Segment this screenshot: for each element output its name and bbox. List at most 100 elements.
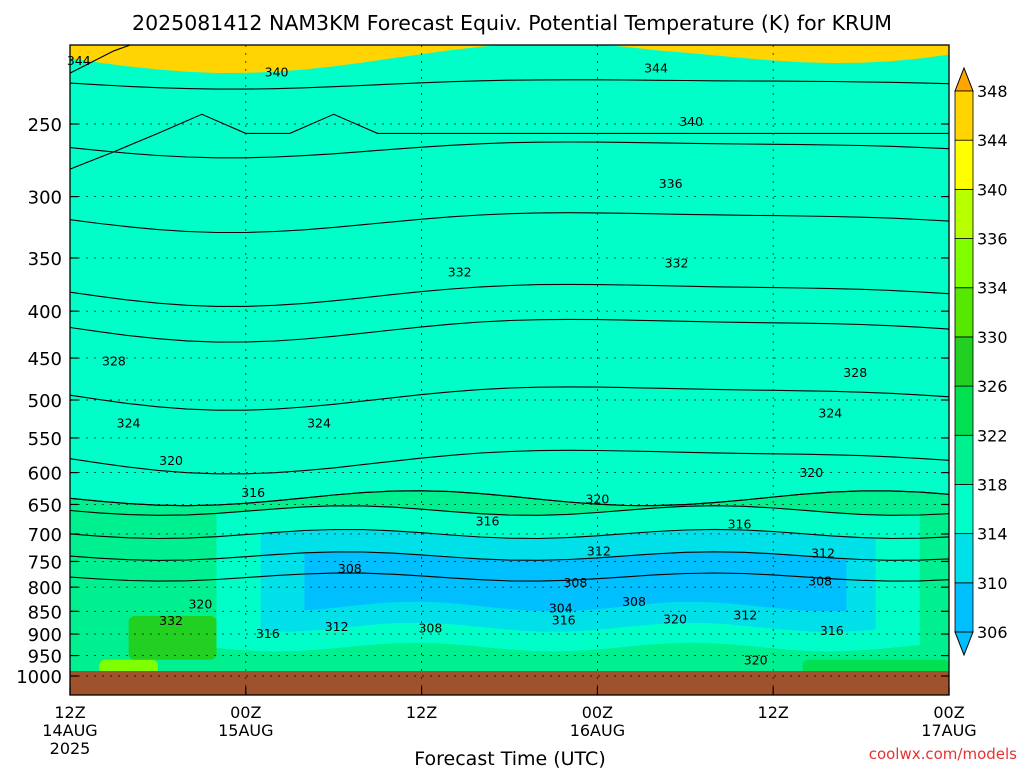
colorbar-label: 322: [977, 426, 1008, 445]
colorbar-label: 330: [977, 328, 1008, 347]
contour-line: [70, 318, 949, 343]
x-tick-label: 12Z: [54, 703, 85, 722]
colorbar-label: 318: [977, 475, 1008, 494]
contour-label: 308: [563, 575, 587, 590]
contour-line: [70, 551, 949, 561]
contour-line: [70, 212, 949, 234]
contour-label: 324: [818, 406, 842, 421]
x-tick-label: 00Z: [582, 703, 613, 722]
colorbar-swatch: [954, 238, 974, 289]
contour-label: 312: [587, 544, 611, 559]
x-tick-label: 00Z: [230, 703, 261, 722]
equivalent-potential-temperature-field: [70, 45, 949, 695]
y-tick-label: 550: [28, 429, 62, 450]
contour-line: [70, 283, 949, 307]
contour-labels: 344 340 344 340 336 332 332 328 328 324 324 324 320 3…: [67, 53, 867, 668]
y-tick-label: 250: [28, 115, 62, 136]
x-tick-year: 2025: [50, 739, 91, 758]
colorbar-swatch: [954, 385, 974, 436]
colorbar-label: 326: [977, 377, 1008, 396]
contour-line: [70, 113, 949, 170]
pressure-axis: 2503003504004505005506006507007508008509…: [16, 115, 949, 688]
contour-lines: [70, 45, 949, 582]
contour-label: 320: [663, 612, 687, 627]
contour-label: 320: [744, 653, 768, 668]
contour-label: 324: [117, 415, 141, 430]
x-tick-date: 17AUG: [921, 721, 976, 740]
y-tick-label: 350: [28, 249, 62, 270]
field-core-306: [348, 573, 803, 590]
contour-label: 328: [843, 365, 867, 380]
y-tick-label: 900: [28, 625, 62, 646]
contour-label: 344: [67, 53, 91, 68]
field-warm-pocket: [128, 615, 217, 660]
contour-line: [70, 386, 949, 411]
contour-label: 340: [679, 114, 703, 129]
x-tick-date: 14AUG: [42, 721, 97, 740]
colorbar-label: 344: [977, 131, 1008, 150]
contour-label: 308: [622, 594, 646, 609]
x-tick-label: 12Z: [758, 703, 789, 722]
contour-line: [70, 449, 949, 475]
x-tick-label: 12Z: [406, 703, 437, 722]
y-tick-label: 700: [28, 525, 62, 546]
contour-label: 332: [665, 256, 689, 271]
colorbar-swatch: [954, 188, 974, 239]
y-tick-label: 450: [28, 349, 62, 370]
contour-label: 332: [159, 613, 183, 628]
colorbar-swatch: [954, 287, 974, 338]
y-tick-label: 600: [28, 464, 62, 485]
x-tick-label: 00Z: [933, 703, 964, 722]
contour-label: 324: [307, 415, 331, 430]
colorbar-label: 310: [977, 574, 1008, 593]
chart-title: 2025081412 NAM3KM Forecast Equiv. Potent…: [132, 11, 892, 35]
x-axis-label: Forecast Time (UTC): [414, 748, 605, 768]
contour-label: 332: [448, 264, 472, 279]
contour-label: 316: [728, 517, 752, 532]
contour-label: 320: [585, 491, 609, 506]
colorbar-swatch: [954, 582, 974, 633]
colorbar-extend-top: [954, 66, 974, 92]
contour-label: 316: [241, 485, 265, 500]
contour-label: 308: [808, 574, 832, 589]
y-tick-label: 500: [28, 391, 62, 412]
plot-frame: [69, 44, 950, 696]
y-tick-label: 750: [28, 552, 62, 573]
field-band-318: [70, 45, 949, 506]
field-band-top: [70, 45, 949, 73]
colorbar-extend-bottom: [954, 631, 974, 657]
y-tick-label: 950: [28, 647, 62, 668]
contour-label: 312: [325, 619, 349, 634]
contour-label: 308: [338, 561, 362, 576]
colorbar-swatch: [954, 336, 974, 387]
colorbar-label: 348: [977, 82, 1008, 101]
contour-label: 312: [733, 608, 757, 623]
x-tick-date: 15AUG: [218, 721, 273, 740]
y-tick-label: 400: [28, 302, 62, 323]
credit-text: coolwx.com/models: [869, 745, 1017, 763]
colorbar-swatch: [954, 90, 974, 141]
colorbar-label: 336: [977, 230, 1008, 249]
contour-label: 320: [159, 453, 183, 468]
colorbar: 306 310 314 318 322 326 330 334 336 340 344 348: [954, 66, 1008, 657]
y-tick-label: 650: [28, 495, 62, 516]
y-tick-label: 850: [28, 602, 62, 623]
x-tick-date: 16AUG: [570, 721, 625, 740]
contour-label: 336: [659, 176, 683, 191]
y-tick-label: 800: [28, 578, 62, 599]
y-tick-label: 1000: [16, 667, 62, 688]
contour-label: 304: [549, 601, 573, 616]
contour-label: 344: [644, 61, 668, 76]
ground-strip: [70, 671, 949, 695]
contour-label: 308: [418, 620, 442, 635]
contour-label: 316: [552, 613, 576, 628]
colorbar-swatch: [954, 139, 974, 190]
contour-label: 340: [265, 64, 289, 79]
colorbar-label: 334: [977, 279, 1008, 298]
colorbar-swatch: [954, 484, 974, 535]
colorbar-label: 340: [977, 180, 1008, 199]
contour-label: 316: [256, 626, 280, 641]
y-tick-label: 300: [28, 188, 62, 209]
